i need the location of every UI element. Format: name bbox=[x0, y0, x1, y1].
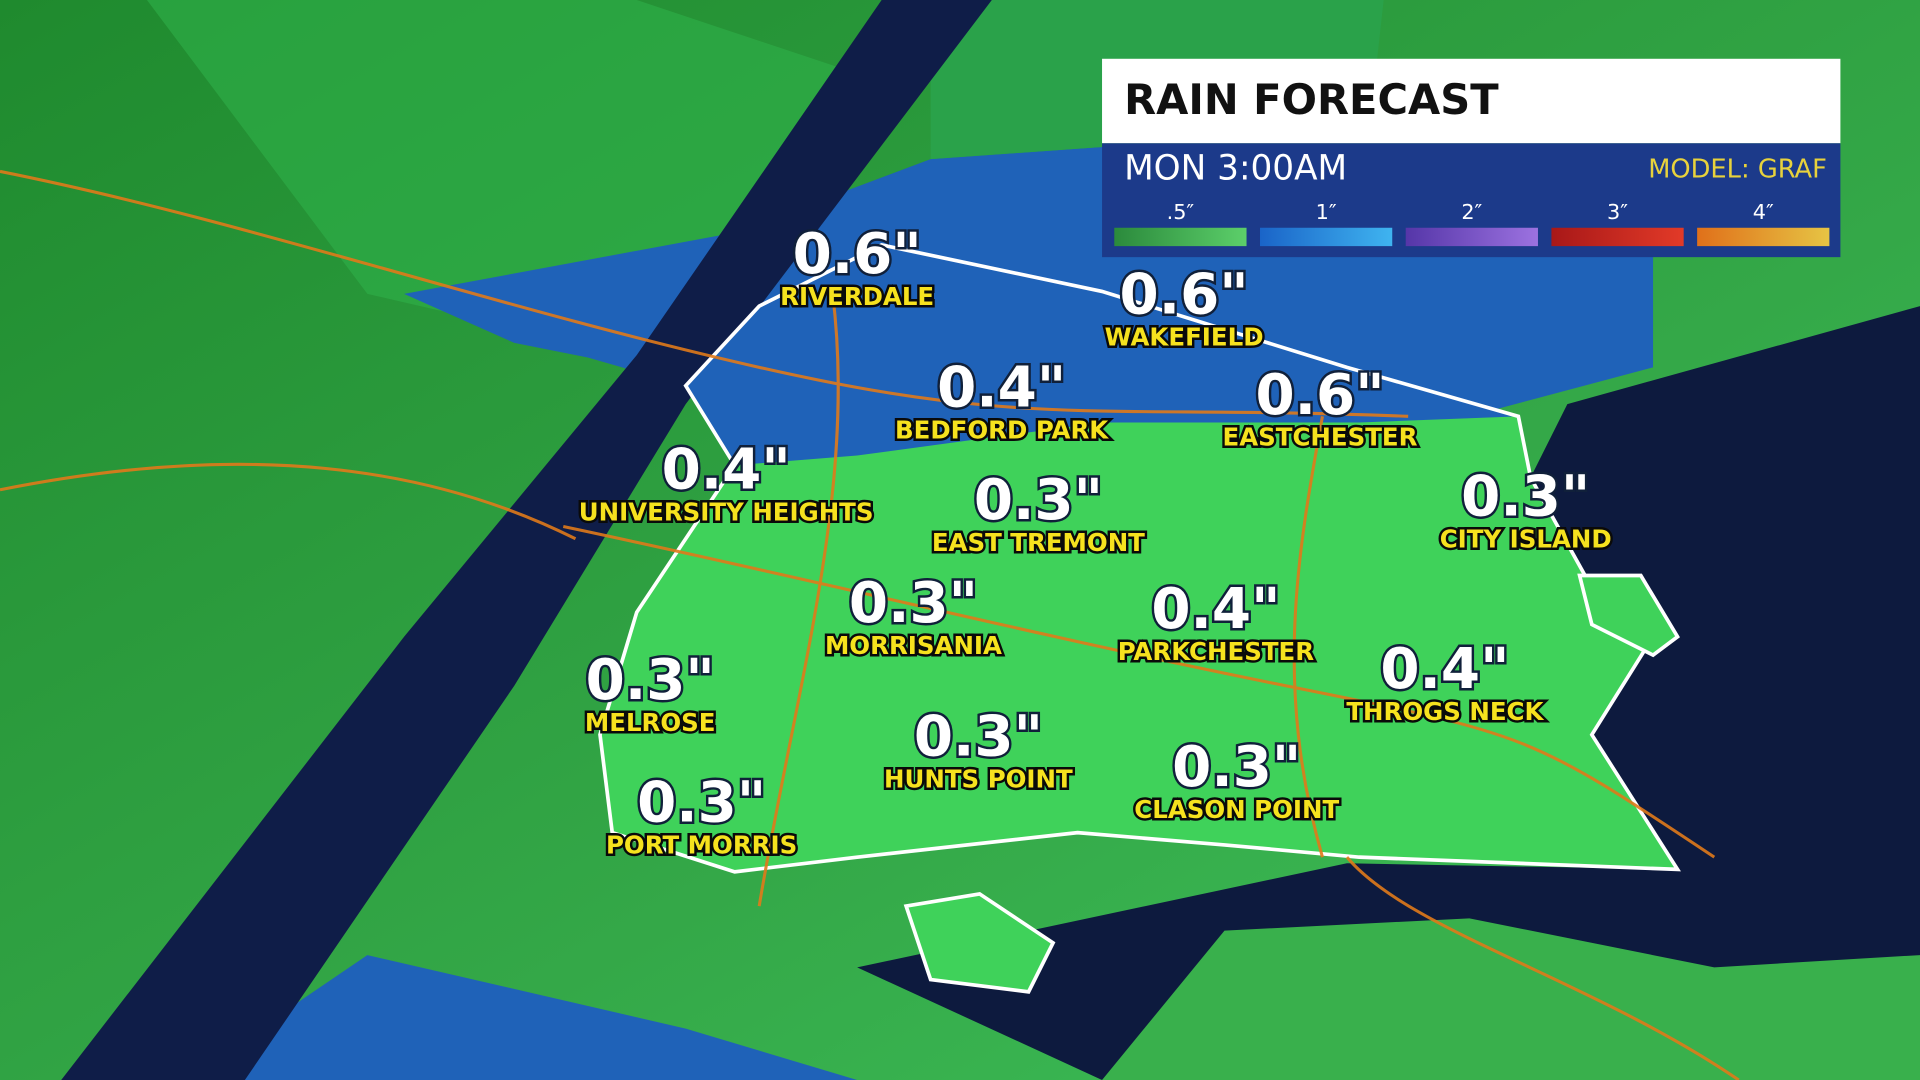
place-name: UNIVERSITY HEIGHTS bbox=[579, 497, 874, 526]
queens-land bbox=[1102, 918, 1920, 1080]
legend-swatch bbox=[1114, 227, 1247, 247]
legend-swatch bbox=[1405, 227, 1538, 247]
road bbox=[757, 293, 840, 907]
rain-amount: 0.3" bbox=[849, 571, 978, 636]
forecast-time: MON 3:00AM bbox=[1124, 149, 1347, 189]
rain-amount: 0.3" bbox=[637, 771, 766, 836]
legend-swatch bbox=[1260, 227, 1393, 247]
place-name: CLASON POINT bbox=[1134, 795, 1339, 824]
rain-amount: 0.3" bbox=[974, 468, 1103, 533]
place-name: PORT MORRIS bbox=[606, 830, 797, 859]
rain-amount: 0.3" bbox=[586, 648, 715, 713]
legend-label: 3″ bbox=[1607, 200, 1628, 224]
place-name: MELROSE bbox=[585, 708, 716, 737]
rain-amount: 0.3" bbox=[1172, 735, 1301, 800]
legend-label: 4″ bbox=[1753, 200, 1774, 224]
road bbox=[0, 169, 1409, 418]
bronx-blue-zone bbox=[685, 244, 1519, 466]
rain-amount: 0.4" bbox=[1380, 637, 1509, 702]
legend-label: 1″ bbox=[1316, 200, 1337, 224]
header-box bbox=[1102, 58, 1841, 144]
legend-label: .5″ bbox=[1167, 200, 1195, 224]
place-name: EASTCHESTER bbox=[1223, 423, 1418, 452]
city-island bbox=[1577, 573, 1680, 658]
place-name: THROGS NECK bbox=[1346, 697, 1544, 726]
rain-amount: 0.4" bbox=[937, 356, 1066, 421]
road bbox=[562, 525, 1716, 859]
rain-amount: 0.6" bbox=[1255, 363, 1384, 428]
rain-amount: 0.6" bbox=[1120, 262, 1249, 327]
place-name: MORRISANIA bbox=[825, 631, 1002, 660]
legend-swatch bbox=[1551, 227, 1684, 247]
water-east bbox=[857, 306, 1920, 1080]
river bbox=[61, 0, 992, 1080]
place-name: HUNTS POINT bbox=[884, 764, 1073, 793]
place-name: BEDFORD PARK bbox=[895, 415, 1109, 444]
rain-amount: 0.3" bbox=[914, 705, 1043, 770]
legend-label: 2″ bbox=[1461, 200, 1482, 224]
place-name: PARKCHESTER bbox=[1118, 637, 1315, 666]
place-name: RIVERDALE bbox=[780, 282, 934, 311]
roads bbox=[0, 169, 1740, 1080]
bronx-outline bbox=[598, 242, 1681, 874]
model-name: MODEL: GRAF bbox=[1648, 155, 1827, 185]
rain-amount: 0.3" bbox=[1461, 465, 1590, 530]
place-name: EAST TREMONT bbox=[932, 528, 1145, 557]
rain-blue-zone-south bbox=[183, 955, 858, 1080]
rain-amount: 0.4" bbox=[662, 438, 791, 503]
legend: .5″ 1″ 2″ 3″ 4″ bbox=[1114, 200, 1830, 247]
island bbox=[903, 891, 1056, 994]
header-title: RAIN FORECAST bbox=[1124, 75, 1499, 124]
rain-amount: 0.6" bbox=[793, 222, 922, 287]
rain-amount: 0.4" bbox=[1151, 577, 1280, 642]
road bbox=[1292, 416, 1324, 858]
place-name: CITY ISLAND bbox=[1440, 524, 1612, 553]
road bbox=[1345, 856, 1740, 1080]
legend-swatch bbox=[1697, 227, 1830, 247]
place-name: WAKEFIELD bbox=[1105, 322, 1264, 351]
road bbox=[0, 462, 577, 541]
